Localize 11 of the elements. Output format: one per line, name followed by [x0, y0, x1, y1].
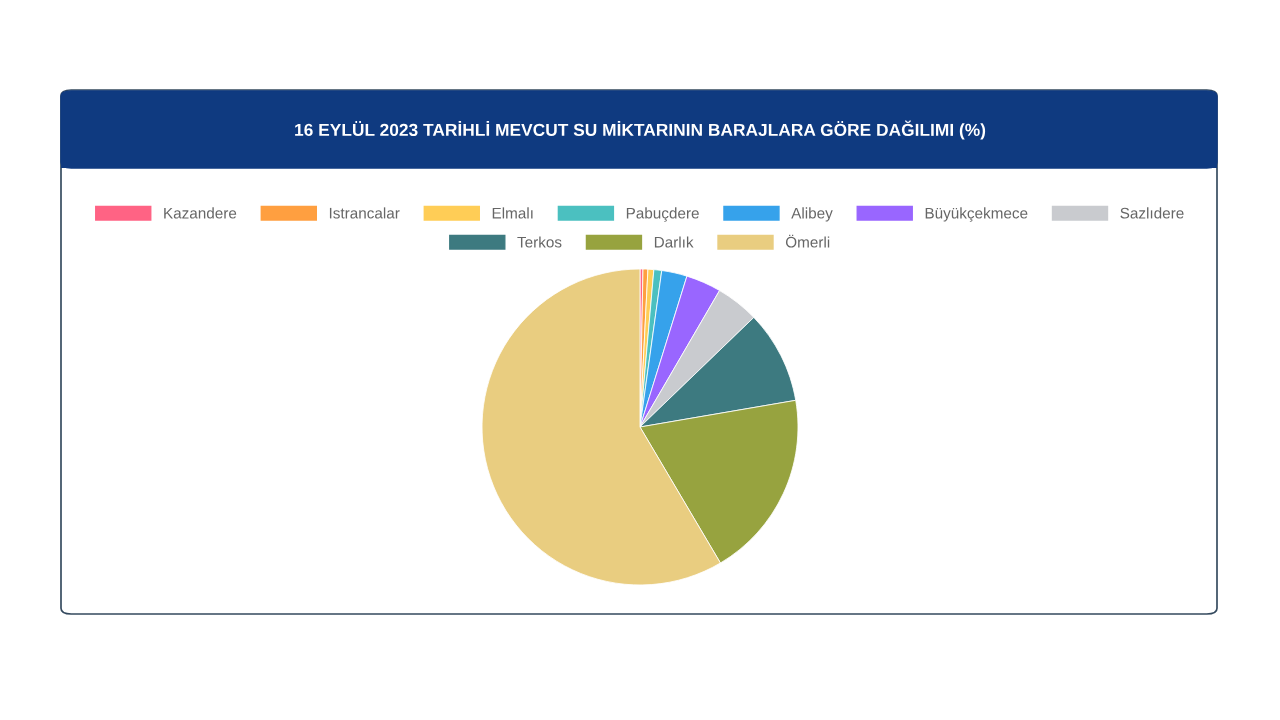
legend-label: Darlık — [654, 236, 694, 248]
legend-label: Sazlıdere — [1120, 207, 1184, 219]
legend-label: Kazandere — [164, 207, 237, 219]
legend-label: Terkos — [517, 236, 562, 248]
legend-label: Pabuçdere — [626, 207, 699, 222]
chart-title: 16 EYLÜL 2023 TARİHLİ MEVCUT SU MİKTARININ BARAJLARA GÖRE DAĞILIMI (%) — [295, 120, 986, 140]
legend-label: Ömerli — [785, 234, 830, 248]
legend-label: Alibey — [791, 207, 833, 222]
legend-label: Büyükçekmece — [925, 207, 1028, 222]
legend-label: Istrancalar — [329, 207, 400, 219]
legend-label: Elmalı — [492, 207, 533, 219]
